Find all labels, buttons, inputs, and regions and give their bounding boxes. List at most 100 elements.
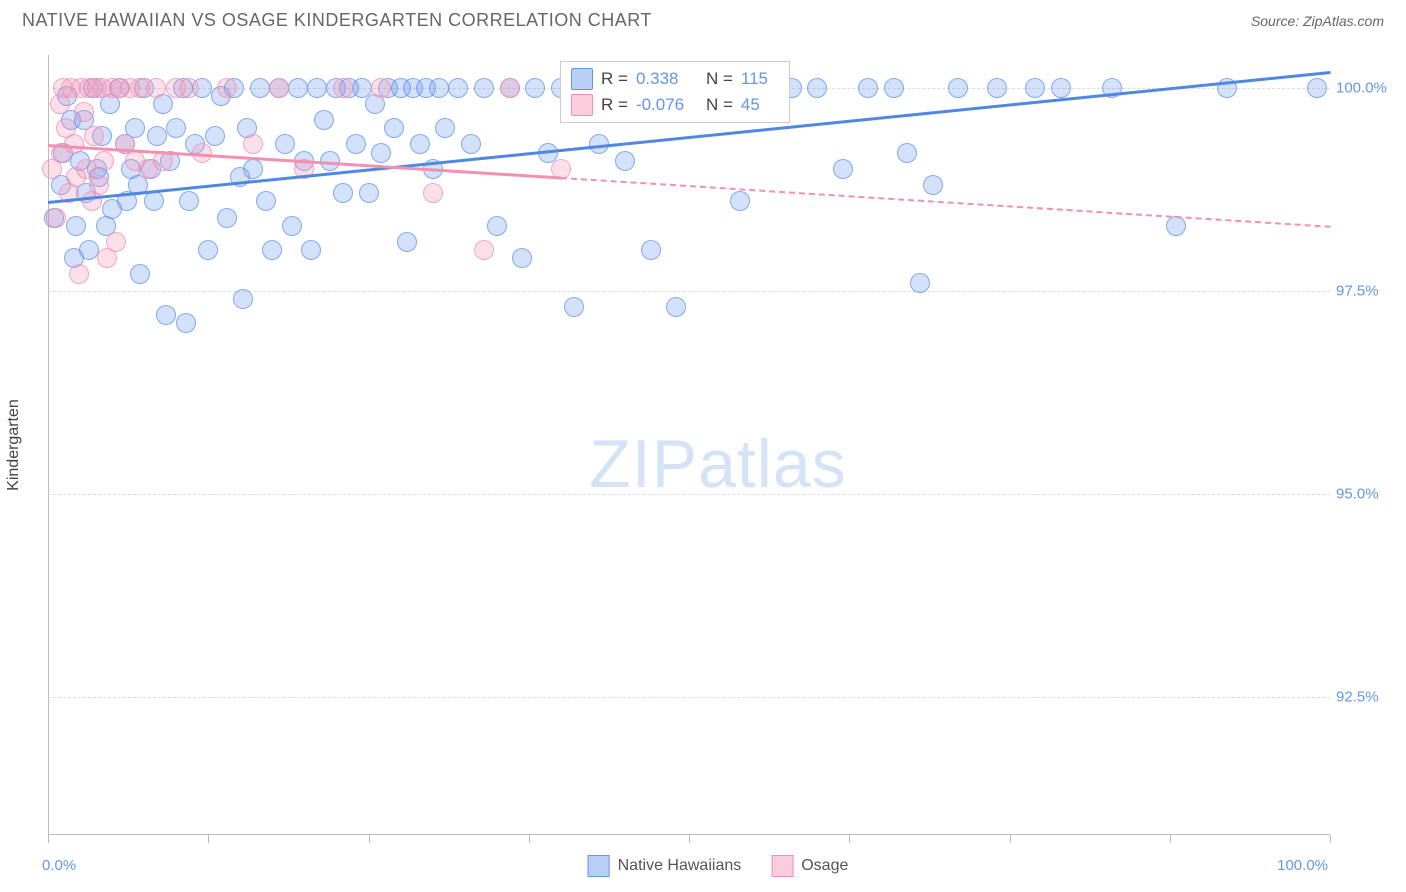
x-tick (208, 835, 209, 843)
n-value-blue: 115 (741, 66, 779, 92)
x-tick (1330, 835, 1331, 843)
x-tick (369, 835, 370, 843)
data-point (897, 143, 917, 163)
r-label: R = (601, 66, 628, 92)
data-point (314, 110, 334, 130)
data-point (910, 273, 930, 293)
data-point (435, 118, 455, 138)
data-point (807, 78, 827, 98)
source-attribution: Source: ZipAtlas.com (1251, 13, 1384, 29)
data-point (948, 78, 968, 98)
data-point (156, 305, 176, 325)
x-tick (1170, 835, 1171, 843)
data-point (243, 134, 263, 154)
data-point (1307, 78, 1327, 98)
data-point (448, 78, 468, 98)
data-point (429, 78, 449, 98)
data-point (301, 240, 321, 260)
data-point (730, 191, 750, 211)
data-point (130, 264, 150, 284)
data-point (474, 78, 494, 98)
y-tick-label: 97.5% (1336, 282, 1379, 299)
data-point (371, 143, 391, 163)
data-point (371, 78, 391, 98)
data-point (269, 78, 289, 98)
data-point (307, 78, 327, 98)
data-point (106, 232, 126, 252)
legend-label-pink: Osage (801, 857, 848, 875)
x-tick (529, 835, 530, 843)
data-point (217, 208, 237, 228)
data-point (641, 240, 661, 260)
data-point (146, 78, 166, 98)
data-point (333, 183, 353, 203)
data-point (564, 297, 584, 317)
data-point (217, 78, 237, 98)
data-point (288, 78, 308, 98)
stats-row-blue: R = 0.338 N = 115 (571, 66, 779, 92)
x-axis-min-label: 0.0% (42, 857, 76, 874)
chart-title: NATIVE HAWAIIAN VS OSAGE KINDERGARTEN CO… (22, 10, 652, 31)
y-tick-label: 95.0% (1336, 485, 1379, 502)
data-point (233, 289, 253, 309)
data-point (94, 151, 114, 171)
data-point (474, 240, 494, 260)
data-point (243, 159, 263, 179)
correlation-chart: 92.5%95.0%97.5%100.0% Kindergarten ZIPat… (48, 55, 1388, 835)
y-tick-label: 100.0% (1336, 79, 1387, 96)
data-point (461, 134, 481, 154)
data-point (250, 78, 270, 98)
data-point (1025, 78, 1045, 98)
legend: Native Hawaiians Osage (588, 855, 849, 877)
n-label: N = (706, 66, 733, 92)
data-point (144, 191, 164, 211)
data-point (179, 78, 199, 98)
data-point (166, 118, 186, 138)
data-point (923, 175, 943, 195)
data-point (858, 78, 878, 98)
x-tick (689, 835, 690, 843)
data-point (1166, 216, 1186, 236)
data-point (525, 78, 545, 98)
data-point (397, 232, 417, 252)
x-tick (849, 835, 850, 843)
data-point (512, 248, 532, 268)
data-point (333, 78, 353, 98)
data-point (666, 297, 686, 317)
data-point (275, 134, 295, 154)
data-point (66, 216, 86, 236)
x-axis-max-label: 100.0% (1277, 857, 1328, 874)
data-point (262, 240, 282, 260)
data-point (176, 313, 196, 333)
gridline (48, 494, 1330, 495)
n-value-pink: 45 (741, 92, 779, 118)
data-point (147, 126, 167, 146)
data-point (833, 159, 853, 179)
data-point (346, 134, 366, 154)
stats-row-pink: R = -0.076 N = 45 (571, 92, 779, 118)
data-point (198, 240, 218, 260)
y-tick-label: 92.5% (1336, 688, 1379, 705)
stats-box: R = 0.338 N = 115 R = -0.076 N = 45 (560, 61, 790, 123)
data-point (1051, 78, 1071, 98)
data-point (179, 191, 199, 211)
y-axis-title: Kindergarten (5, 399, 23, 491)
data-point (359, 183, 379, 203)
gridline (48, 697, 1330, 698)
data-point (89, 175, 109, 195)
data-point (410, 134, 430, 154)
x-tick (48, 835, 49, 843)
swatch-pink-icon (571, 94, 593, 116)
legend-item-pink: Osage (771, 855, 848, 877)
data-point (256, 191, 276, 211)
swatch-blue-icon (571, 68, 593, 90)
data-point (615, 151, 635, 171)
data-point (423, 183, 443, 203)
data-point (487, 216, 507, 236)
data-point (205, 126, 225, 146)
swatch-pink-icon (771, 855, 793, 877)
data-point (46, 208, 66, 228)
data-point (384, 118, 404, 138)
data-point (69, 264, 89, 284)
r-label: R = (601, 92, 628, 118)
